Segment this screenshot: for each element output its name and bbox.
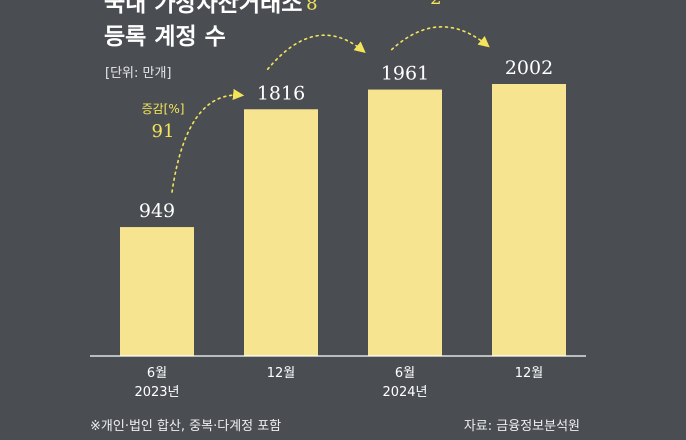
unit-label: [단위: 만개] [105,66,172,81]
source-note: 자료: 금융정보분석원 [463,419,580,434]
bar-value-label: 1816 [257,82,305,104]
x-tick-label: 12월 [515,366,544,381]
change-header-label: 증감[%] [142,102,185,116]
x-tick-label: 6월 [147,366,167,381]
change-arrow [390,26,490,51]
x-tick-year-label: 2023년 [134,385,179,400]
title-line-1: 국내 가상자산거래소 [104,0,303,17]
x-tick-label: 6월 [395,366,415,381]
change-arrow [266,34,366,71]
bar [120,227,194,356]
bar [492,84,566,356]
change-arrow [171,88,245,193]
bar [368,89,442,356]
change-value-label: 8 [306,0,317,15]
footnote: ※개인·법인 합산, 중복·다계정 포함 [90,419,282,434]
bar-value-label: 949 [139,200,175,222]
change-value-label: 91 [152,121,175,142]
bar-value-label: 2002 [505,57,553,79]
change-value-label: 2 [430,0,441,9]
title-line-2: 등록 계정 수 [104,24,226,50]
x-tick-label: 12월 [267,366,296,381]
x-tick-year-label: 2024년 [382,385,427,400]
bar [244,109,318,357]
chart-title: 국내 가상자산거래소 등록 계정 수 [104,0,302,54]
bar-value-label: 1961 [381,63,429,85]
